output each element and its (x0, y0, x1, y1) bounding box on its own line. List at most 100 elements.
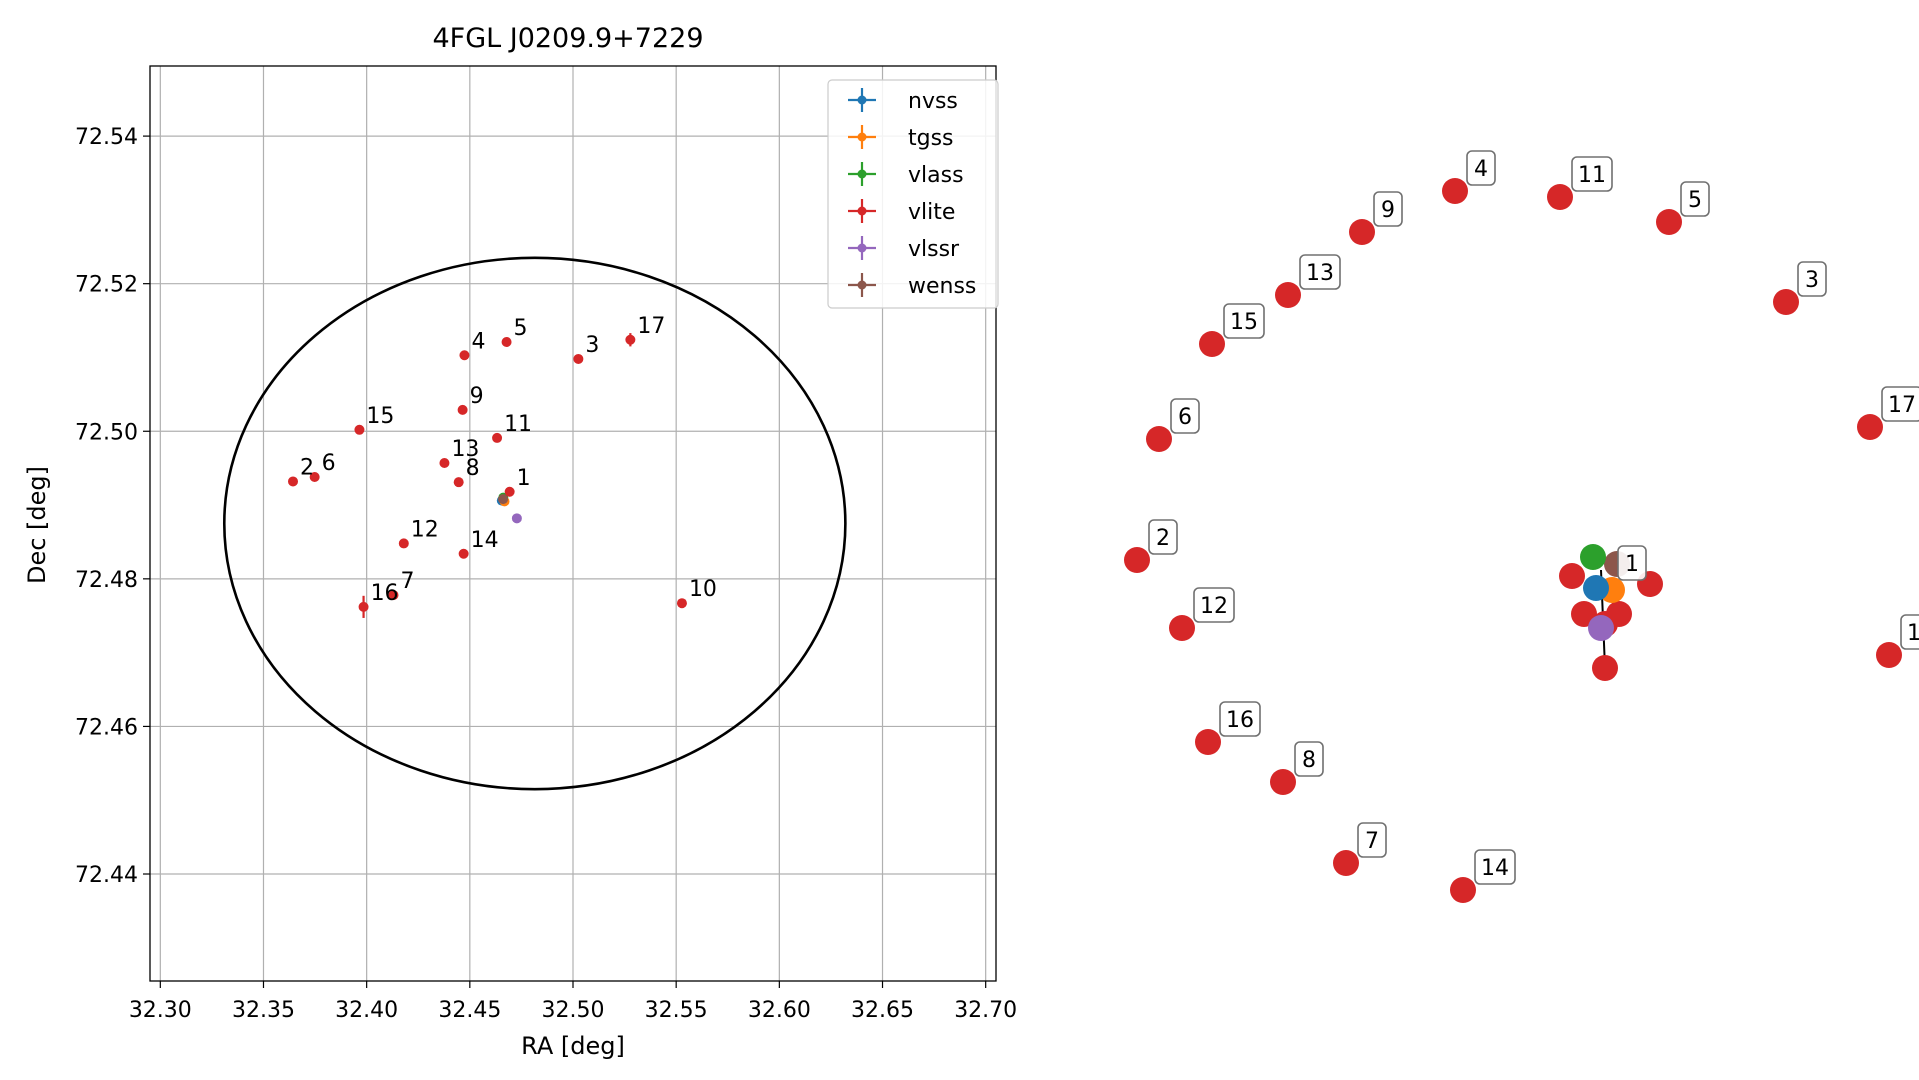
y-tick-labels: 72.44 72.46 72.48 72.50 72.52 72.54 (75, 125, 150, 888)
legend-entry-vlssr: vlssr (908, 237, 960, 262)
point-label: 13 (1306, 261, 1334, 286)
point-label-box (1170, 398, 1200, 434)
vlite-point (287, 476, 298, 487)
point-label: 14 (1481, 856, 1509, 881)
point-label: 8 (466, 456, 480, 481)
point-label-box (1881, 386, 1919, 422)
point-label: 11 (504, 412, 532, 437)
point-label: 7 (1365, 829, 1379, 854)
vlite-point (1270, 769, 1296, 795)
legend-marker-dot (857, 280, 867, 290)
point-label-box (1294, 741, 1324, 777)
vlite-cluster-point (1559, 563, 1585, 589)
vlite-point (1275, 282, 1301, 308)
y-tick-label: 72.54 (75, 125, 138, 150)
point-label: 12 (411, 517, 439, 542)
point-label: 8 (1302, 748, 1316, 773)
vlite-point (1876, 642, 1902, 668)
vlite-point (1199, 331, 1225, 357)
vlite-point (1442, 178, 1468, 204)
vlite-cluster-point (1592, 655, 1618, 681)
vlite-point (492, 432, 503, 443)
point-label: 9 (470, 384, 484, 409)
vlite-point (1333, 850, 1359, 876)
point-label: 13 (451, 437, 479, 462)
vlite-point (1656, 209, 1682, 235)
vlite-point (1195, 729, 1221, 755)
point-label: 9 (1381, 198, 1395, 223)
wenss-point (498, 494, 509, 505)
vlssr-point (511, 513, 522, 524)
vlite-point (458, 548, 469, 559)
vlite-point (1773, 289, 1799, 315)
vlite-point (354, 424, 365, 435)
data-points (287, 333, 687, 618)
vlite-point (457, 404, 468, 415)
point-label: 6 (322, 451, 336, 476)
point-label: 2 (1156, 526, 1170, 551)
point-label-box (1900, 614, 1919, 650)
point-label: 7 (400, 569, 414, 594)
vlite-point (501, 336, 512, 347)
vlite-point (573, 353, 584, 364)
chart-title: 4FGL J0209.9+7229 (432, 23, 703, 54)
legend-marker-dot (857, 243, 867, 253)
y-tick-label: 72.44 (75, 863, 138, 888)
x-tick-label: 32.65 (851, 998, 914, 1023)
legend-marker-dot (857, 169, 867, 179)
y-tick-label: 72.52 (75, 273, 138, 298)
vlass-cluster-point (1580, 544, 1606, 570)
y-tick-label: 72.46 (75, 715, 138, 740)
vlite-point (1450, 877, 1476, 903)
point-label: 16 (1226, 708, 1254, 733)
point-label: 15 (366, 404, 394, 429)
point-label: 12 (1200, 594, 1228, 619)
point-label-box (1193, 587, 1235, 623)
legend: nvss tgss vlass vlite vlssr wenss (827, 79, 999, 309)
point-label-box (1571, 156, 1613, 192)
x-tick-label: 32.30 (129, 998, 192, 1023)
point-label: 6 (1178, 405, 1192, 430)
legend-entry-tgss: tgss (908, 126, 954, 151)
x-tick-label: 32.70 (954, 998, 1017, 1023)
point-label: 5 (514, 316, 528, 341)
point-label-box (1797, 261, 1827, 297)
legend-entry-vlite: vlite (908, 200, 955, 225)
localization-ellipse-curve (222, 256, 847, 791)
x-axis-label: RA [deg] (521, 1032, 625, 1060)
point-label: 10 (689, 577, 717, 602)
vlite-point (1124, 547, 1150, 573)
vlite-cluster-point (1606, 601, 1632, 627)
x-tick-label: 32.55 (645, 998, 708, 1023)
point-label-box (1219, 701, 1261, 737)
point-label: 1 (517, 466, 531, 491)
point-label-box (1299, 254, 1341, 290)
vlite-point (459, 350, 470, 361)
vlssr-cluster-point (1588, 615, 1614, 641)
point-label-box (1466, 150, 1496, 186)
left-chart-panel: 4FGL J0209.9+7229 1234567891011121314151… (23, 23, 1017, 1060)
vlite-point (309, 472, 320, 483)
point-label: 17 (1888, 393, 1916, 418)
vlite-point (1547, 184, 1573, 210)
x-tick-label: 32.60 (748, 998, 811, 1023)
point-label: 3 (585, 333, 599, 358)
nvss-cluster-point (1583, 575, 1609, 601)
vlite-point (504, 486, 515, 497)
point-label: 1 (1625, 552, 1639, 577)
legend-entry-wenss: wenss (908, 274, 976, 299)
point-label: 4 (1474, 157, 1488, 182)
point-label: 17 (637, 314, 665, 339)
point-label-box (1680, 181, 1710, 217)
y-axis-label: Dec [deg] (23, 466, 51, 584)
x-tick-label: 32.45 (438, 998, 501, 1023)
point-label-box (1373, 191, 1403, 227)
x-tick-label: 32.50 (542, 998, 605, 1023)
vlite-point (398, 538, 409, 549)
vlite-point (676, 598, 687, 609)
point-label: 15 (1230, 310, 1258, 335)
x-tick-label: 32.35 (232, 998, 295, 1023)
